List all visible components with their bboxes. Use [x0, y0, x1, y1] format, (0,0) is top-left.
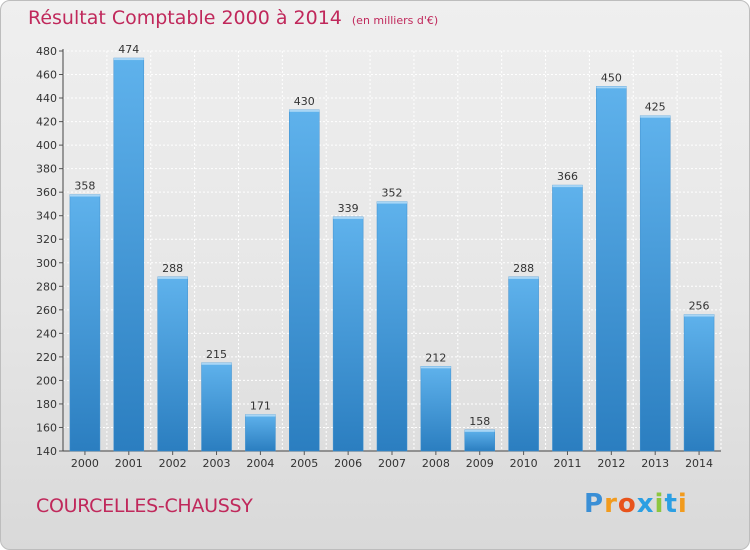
- bar-2002: [157, 276, 188, 452]
- logo-letter: t: [664, 489, 678, 519]
- value-label: 212: [425, 351, 446, 364]
- bar-highlight: [377, 201, 407, 204]
- y-tick-label: 200: [36, 374, 57, 387]
- bar-highlight: [552, 185, 583, 188]
- x-tick-label: 2004: [246, 457, 274, 470]
- bar-highlight: [420, 366, 451, 369]
- value-label: 352: [382, 187, 403, 200]
- x-tick-label: 2012: [597, 457, 625, 470]
- y-tick-label: 140: [36, 445, 57, 458]
- logo-letter: r: [604, 489, 618, 519]
- x-tick-label: 2000: [71, 457, 99, 470]
- x-tick-label: 2011: [553, 457, 581, 470]
- bar-2008: [420, 366, 452, 452]
- logo-letter: i: [654, 489, 665, 519]
- logo-letter: x: [636, 489, 655, 519]
- y-tick-label: 280: [36, 280, 57, 293]
- y-tick-label: 240: [36, 327, 57, 340]
- y-tick-label: 300: [36, 257, 57, 270]
- logo-letter: P: [584, 489, 605, 519]
- x-tick-label: 2001: [115, 457, 143, 470]
- value-label: 256: [689, 300, 710, 313]
- value-label: 339: [338, 202, 359, 215]
- logo-letter: i: [677, 489, 688, 519]
- y-tick-label: 440: [36, 92, 57, 105]
- x-tick-label: 2013: [641, 457, 669, 470]
- city-name: COURCELLES-CHAUSSY: [36, 495, 253, 517]
- bar-highlight: [333, 216, 364, 219]
- bar-2009: [464, 429, 495, 452]
- bar-2014: [683, 314, 715, 452]
- bar-highlight: [201, 362, 232, 365]
- value-label: 474: [118, 43, 139, 56]
- bar-highlight: [684, 314, 715, 317]
- y-tick-label: 320: [36, 233, 57, 246]
- bar-highlight: [113, 58, 144, 61]
- chart-subtitle: (en milliers d'€): [351, 14, 439, 27]
- chart-title-block: Résultat Comptable 2000 à 2014 (en millie…: [28, 7, 438, 29]
- bar-2005: [289, 109, 320, 452]
- value-label: 288: [162, 262, 183, 275]
- bar-2007: [376, 201, 408, 452]
- proxiti-logo: Proxiti: [584, 489, 688, 519]
- bar-2011: [552, 184, 583, 452]
- y-tick-label: 260: [36, 304, 57, 317]
- value-label: 430: [294, 95, 315, 108]
- bar-2003: [201, 362, 232, 452]
- y-tick-label: 180: [36, 398, 57, 411]
- value-label: 450: [601, 71, 622, 84]
- y-tick-label: 220: [36, 351, 57, 364]
- x-tick-label: 2014: [685, 457, 713, 470]
- value-label: 288: [513, 262, 534, 275]
- bar-2001: [113, 57, 145, 452]
- y-tick-label: 160: [36, 421, 57, 434]
- x-tick-label: 2007: [378, 457, 406, 470]
- logo-letter: o: [617, 489, 637, 519]
- x-tick-label: 2002: [159, 457, 187, 470]
- x-tick-label: 2010: [510, 457, 538, 470]
- y-tick-label: 380: [36, 163, 57, 176]
- value-label: 358: [74, 180, 95, 193]
- value-label: 366: [557, 170, 578, 183]
- value-label: 215: [206, 348, 227, 361]
- x-tick-label: 2009: [466, 457, 494, 470]
- bar-2000: [69, 194, 101, 452]
- bar-highlight: [464, 429, 495, 432]
- bar-2004: [245, 414, 276, 452]
- y-tick-label: 360: [36, 186, 57, 199]
- value-label: 171: [250, 400, 271, 413]
- x-tick-label: 2003: [203, 457, 231, 470]
- bar-2010: [508, 276, 539, 452]
- bar-highlight: [245, 414, 276, 417]
- bars: [69, 57, 715, 452]
- y-tick-label: 460: [36, 69, 57, 82]
- value-label: 425: [645, 101, 666, 114]
- bar-highlight: [508, 276, 539, 279]
- labels: 358 2000 474 2001 288 2002 215 2003 171 2004 430 20…: [71, 43, 713, 470]
- y-tick-label: 340: [36, 210, 57, 223]
- bar-2013: [639, 115, 671, 452]
- bar-highlight: [596, 86, 627, 89]
- bar-highlight: [157, 276, 188, 279]
- y-tick-label: 480: [36, 45, 57, 58]
- bar-highlight: [69, 194, 100, 197]
- x-tick-label: 2005: [290, 457, 318, 470]
- y-tick-label: 420: [36, 116, 57, 129]
- bar-highlight: [640, 115, 671, 118]
- bar-highlight: [289, 109, 320, 112]
- bar-2012: [596, 86, 627, 452]
- chart-title: Résultat Comptable 2000 à 2014: [28, 7, 342, 29]
- x-tick-label: 2006: [334, 457, 362, 470]
- value-label: 158: [469, 415, 490, 428]
- y-tick-label: 400: [36, 139, 57, 152]
- bar-2006: [332, 216, 364, 452]
- x-tick-label: 2008: [422, 457, 450, 470]
